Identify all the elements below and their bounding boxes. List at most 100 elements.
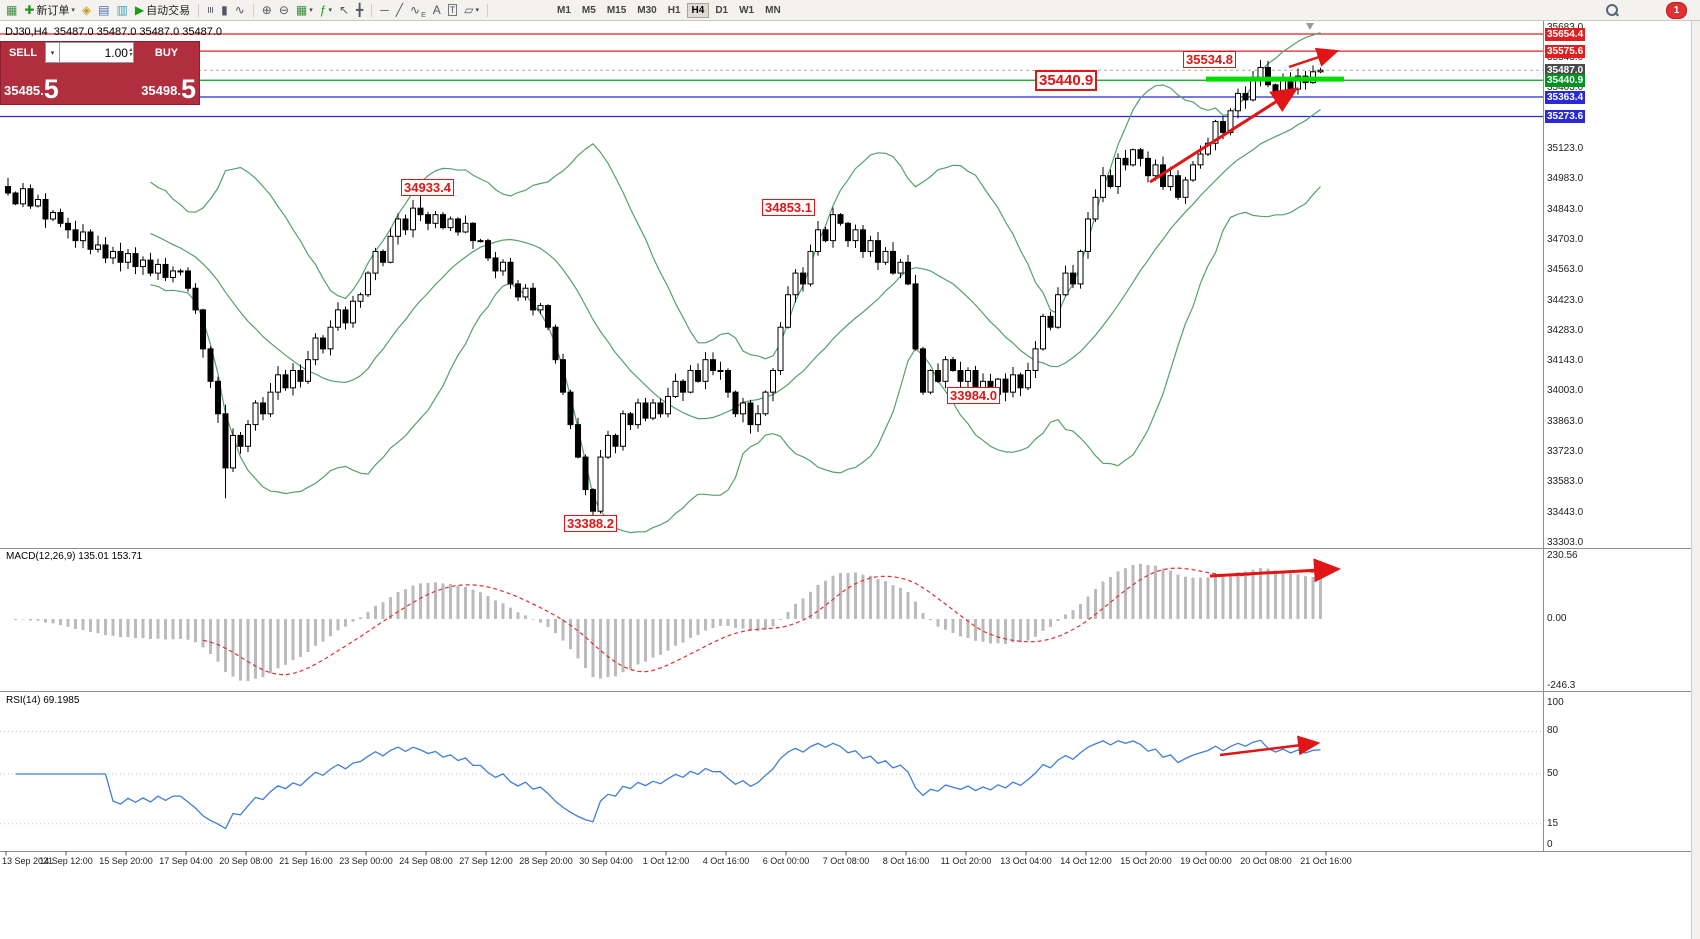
price-annotation[interactable]: 34933.4: [401, 179, 454, 196]
chevron-down-icon[interactable]: ▾: [475, 7, 479, 14]
volume-down-icon[interactable]: ▾: [128, 51, 132, 58]
candlestick-chart-icon: ▮: [221, 3, 228, 17]
shapes-icon[interactable]: ▱ ▾: [461, 0, 482, 20]
chart-shift-marker[interactable]: [1306, 23, 1314, 30]
marketwatch-icon: ▤: [98, 3, 110, 17]
volume-up-icon[interactable]: ▴: [128, 46, 132, 53]
timeframe-h1[interactable]: H1: [667, 4, 681, 16]
chevron-down-icon[interactable]: ▾: [71, 7, 75, 14]
timeframe-mn[interactable]: MN: [765, 4, 781, 16]
search-icon[interactable]: [1606, 3, 1620, 17]
panel-dividers: [0, 20, 1692, 856]
chart-canvas[interactable]: [0, 20, 1700, 939]
time-axis[interactable]: 13 Sep 2021 14 Sep 12:00 15 Sep 20:00 17 Se…: [0, 851, 1692, 873]
label-tool-icon[interactable]: T: [445, 0, 461, 20]
rsi-line: [15, 739, 1321, 830]
price-tick: 34283.0: [1547, 324, 1584, 336]
line-chart-icon[interactable]: ∿: [232, 0, 248, 20]
crosshair-icon[interactable]: ╋: [353, 0, 366, 20]
buy-button[interactable]: BUY: [134, 42, 199, 63]
cycle-lines-icon[interactable]: ∿ E: [407, 0, 429, 20]
timeframe-w1[interactable]: W1: [739, 4, 755, 16]
time-label: 7 Oct 08:00: [822, 856, 870, 866]
time-label: 14 Oct 12:00: [1060, 856, 1112, 866]
cursor-icon[interactable]: ↖: [336, 0, 352, 20]
price-tick: 33583.0: [1547, 476, 1584, 488]
trend-arrow[interactable]: [1209, 558, 1341, 583]
price-annotation[interactable]: 33984.0: [947, 387, 1000, 404]
time-label: 8 Oct 16:00: [882, 856, 930, 866]
sell-button[interactable]: SELL: [1, 42, 45, 63]
macd-histogram: [14, 563, 1322, 681]
chevron-down-icon[interactable]: ▾: [309, 7, 313, 14]
notification-badge[interactable]: 1: [1666, 1, 1687, 19]
time-label: 24 Sep 08:00: [399, 856, 453, 866]
text-tool-icon[interactable]: A: [430, 0, 444, 20]
time-label: 20 Oct 08:00: [1240, 856, 1292, 866]
bar-chart-icon[interactable]: ≡: [203, 0, 218, 20]
time-label: 6 Oct 00:00: [762, 856, 810, 866]
label-tool-icon: T: [447, 4, 458, 16]
price-annotation[interactable]: 35534.8: [1183, 51, 1236, 68]
price-annotation[interactable]: 33388.2: [564, 515, 617, 532]
time-label: 13 Sep 2021: [2, 856, 54, 866]
macd-axis-value: 230.56: [1547, 549, 1578, 561]
volume-preset-dropdown[interactable]: ▾: [45, 42, 60, 63]
trend-arrow[interactable]: [1219, 735, 1321, 757]
sell-price[interactable]: 35485. 5: [4, 76, 59, 103]
timeframe-m1[interactable]: M1: [557, 4, 571, 16]
indicators-icon[interactable]: ƒ ▾: [317, 0, 335, 20]
volume-spinner[interactable]: ▴ ▾: [128, 46, 132, 58]
zoom-in-icon: ⊕: [261, 3, 272, 17]
price-badge: 35273.6: [1545, 110, 1586, 124]
compass-icon[interactable]: ◈: [79, 0, 94, 20]
tile-windows-icon: ▦: [295, 3, 308, 17]
rsi-panel: [0, 730, 1543, 830]
autotrade-button[interactable]: ▶ 自动交易: [132, 0, 193, 20]
chart-window-icon[interactable]: ▦: [3, 0, 20, 20]
trend-arrow[interactable]: [1149, 87, 1299, 184]
price-axis[interactable]: 35683.035543.035403.035263.035123.034983…: [1544, 20, 1692, 939]
toolbar-separator: [487, 3, 488, 17]
toolbar: ▦ ✚ 新订单 ▾ ◈ ▤ ▥ ▶ 自动交易 ≡ ▮ ∿ ⊕ ⊖ ▦ ▾ ƒ ▾ ↖ ╋ ─ ╱ ∿ E A T ▱ ▾ M1 M5 M1…: [0, 0, 1700, 21]
symbol-timeframe: DJ30,H4: [5, 26, 48, 38]
horizontal-line-icon[interactable]: ─: [377, 0, 392, 20]
trend-arrow[interactable]: [1288, 47, 1340, 69]
crosshair-icon: ╋: [356, 3, 364, 17]
price-tick: 35403.0: [1547, 82, 1584, 94]
price-tick: 34703.0: [1547, 233, 1584, 245]
timeframe-m15[interactable]: M15: [606, 4, 627, 16]
bar-chart-icon: ≡: [203, 6, 218, 14]
vertical-scrollbar[interactable]: [1691, 20, 1700, 939]
volume-input[interactable]: 1.00 ▴ ▾: [60, 42, 134, 63]
timeframe-h4[interactable]: H4: [686, 2, 710, 18]
buy-price[interactable]: 35498. 5: [141, 76, 196, 103]
trendline-icon[interactable]: ╱: [393, 0, 406, 20]
zoom-out-icon[interactable]: ⊖: [276, 0, 292, 20]
timeframe-d1[interactable]: D1: [715, 4, 729, 16]
sell-price-main: 35485.: [4, 83, 44, 98]
tile-windows-icon[interactable]: ▦ ▾: [293, 0, 316, 20]
zoom-in-icon[interactable]: ⊕: [259, 0, 275, 20]
time-label: 14 Sep 12:00: [39, 856, 93, 866]
new-order-button-label: 新订单: [36, 5, 70, 17]
trendline-icon: ╱: [395, 3, 403, 17]
timeframe-m30[interactable]: M30: [637, 4, 657, 16]
price-tick: 34143.0: [1547, 355, 1584, 367]
new-order-button[interactable]: ✚ 新订单 ▾: [21, 0, 78, 20]
time-label: 23 Sep 00:00: [339, 856, 393, 866]
price-badge: 35440.9: [1545, 74, 1586, 88]
timeframe-m5[interactable]: M5: [581, 4, 596, 16]
price-annotation[interactable]: 35440.9: [1035, 70, 1098, 91]
toolbar-separator: [252, 3, 254, 17]
price-annotation[interactable]: 34853.1: [762, 199, 815, 216]
chevron-down-icon[interactable]: ▾: [328, 7, 332, 14]
candlestick-chart-icon[interactable]: ▮: [218, 0, 231, 20]
rsi-axis-value: 80: [1547, 725, 1559, 737]
navigator-icon[interactable]: ▥: [114, 0, 131, 20]
time-label: 15 Sep 20:00: [99, 856, 153, 866]
chart-title: DJ30,H4 35487.0 35487.0 35487.0 35487.0: [5, 26, 222, 38]
marketwatch-icon[interactable]: ▤: [95, 0, 112, 20]
toolbar-separator: [198, 3, 200, 17]
time-label: 28 Sep 20:00: [519, 856, 573, 866]
